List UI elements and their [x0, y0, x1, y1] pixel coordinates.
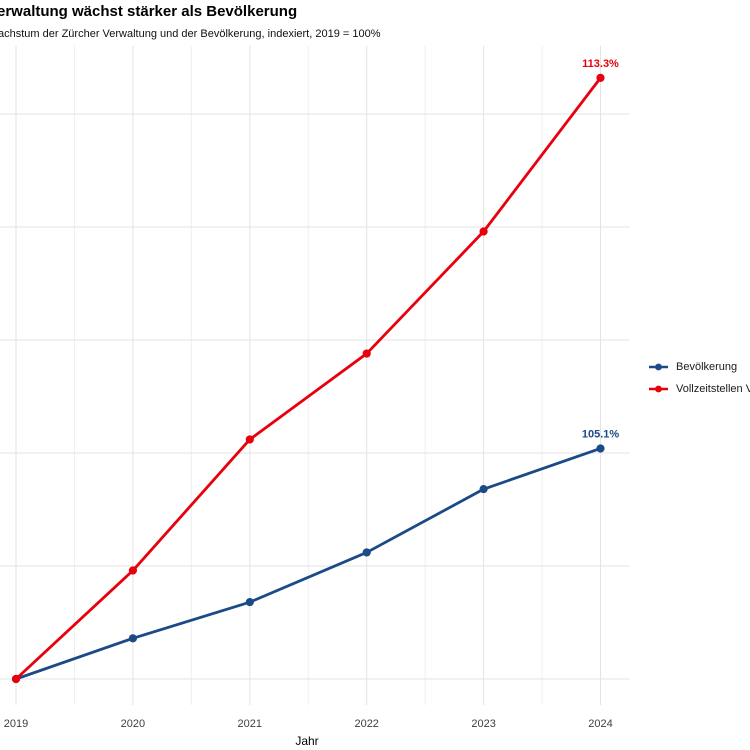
- x-tick-label: 2022: [354, 718, 378, 730]
- x-tick-label: 2023: [471, 718, 495, 730]
- data-label-0: 105.1%: [582, 428, 620, 440]
- legend-label-bevoelkerung: Bevölkerung: [676, 361, 738, 373]
- data-point[interactable]: [11, 674, 21, 684]
- data-point[interactable]: [479, 227, 488, 236]
- chart-title: erwaltung wächst stärker als Bevölkerung: [0, 3, 298, 20]
- legend-key-line-red-icon: [649, 385, 668, 393]
- data-point[interactable]: [596, 73, 605, 82]
- data-point[interactable]: [128, 566, 137, 575]
- data-point[interactable]: [128, 634, 137, 643]
- legend-label-vollzeitstellen: Vollzeitstellen V: [676, 383, 750, 395]
- legend-item-vollzeitstellen[interactable]: Vollzeitstellen V: [649, 378, 750, 400]
- data-point[interactable]: [362, 349, 371, 358]
- x-tick-label: 2024: [588, 718, 612, 730]
- data-point[interactable]: [596, 444, 605, 453]
- legend-item-bevoelkerung[interactable]: Bevölkerung: [649, 356, 750, 378]
- data-point[interactable]: [245, 435, 254, 444]
- x-tick-label: 2021: [238, 718, 262, 730]
- data-point[interactable]: [245, 598, 254, 607]
- series-line-0[interactable]: [14, 447, 602, 681]
- legend: Bevölkerung Vollzeitstellen V: [649, 356, 750, 400]
- chart-subtitle: achstum der Zürcher Verwaltung und der B…: [0, 28, 381, 40]
- data-point[interactable]: [362, 548, 371, 557]
- x-axis-title: Jahr: [295, 734, 319, 748]
- data-point[interactable]: [479, 485, 488, 494]
- data-label-1: 113.3%: [582, 58, 619, 70]
- x-tick-label: 2020: [121, 718, 145, 730]
- legend-key-line-blue-icon: [649, 363, 668, 371]
- x-tick-label: 2019: [4, 718, 28, 730]
- series-line-1[interactable]: [14, 76, 602, 681]
